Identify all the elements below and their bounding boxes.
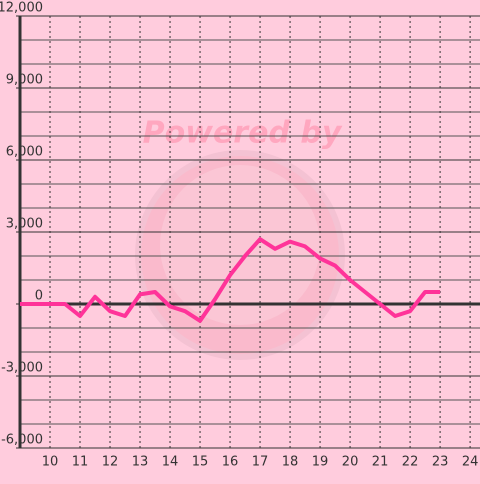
x-tick-label: 19 (312, 455, 329, 470)
y-tick-label: 6,000 (6, 145, 43, 160)
y-tick-label: 3,000 (6, 217, 43, 232)
x-tick-label: 10 (42, 455, 59, 470)
x-tick-label: 23 (432, 455, 449, 470)
y-tick-label: -3,000 (1, 361, 43, 376)
y-tick-label: 9,000 (6, 73, 43, 88)
y-tick-label: -6,000 (1, 433, 43, 448)
x-tick-label: 14 (162, 455, 179, 470)
data-line (20, 237, 441, 323)
x-tick-label: 11 (72, 455, 89, 470)
x-tick-label: 12 (102, 455, 119, 470)
x-tick-label: 15 (192, 455, 209, 470)
x-tick-label: 18 (282, 455, 299, 470)
x-tick-label: 20 (342, 455, 359, 470)
x-tick-label: 17 (252, 455, 269, 470)
x-tick-label: 22 (402, 455, 419, 470)
y-tick-label: 12,000 (0, 1, 43, 16)
x-tick-label: 13 (132, 455, 149, 470)
x-tick-label: 24 (462, 455, 479, 470)
y-tick-label: 0 (35, 289, 43, 304)
watermark-text: Powered by (143, 116, 343, 151)
x-tick-label: 16 (222, 455, 239, 470)
x-tick-label: 21 (372, 455, 389, 470)
watermark-logo (135, 150, 345, 360)
